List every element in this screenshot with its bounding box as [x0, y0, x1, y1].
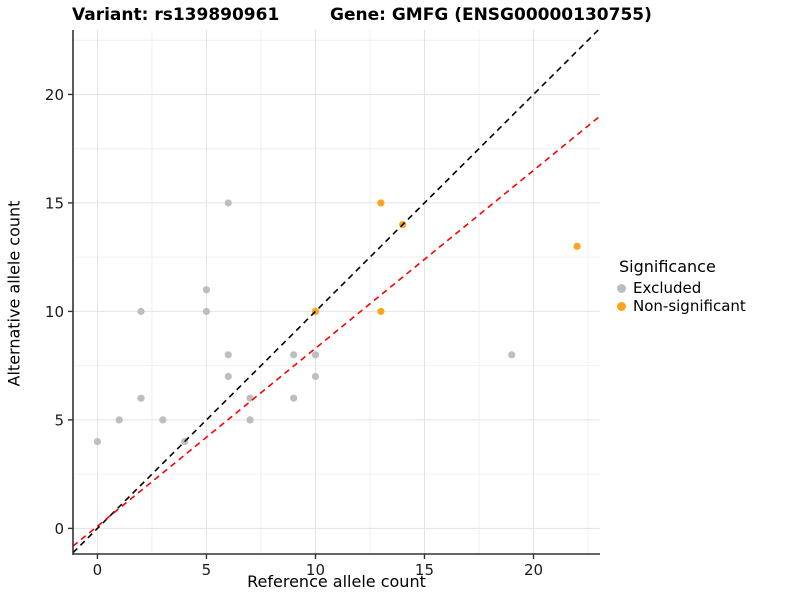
data-point-excluded [93, 438, 102, 446]
x-tick-label: 0 [93, 561, 103, 579]
x-tick-label: 20 [524, 561, 543, 579]
data-point-non-significant [377, 307, 385, 316]
data-point-non-significant [573, 242, 581, 250]
non-significant-dot-icon [617, 301, 626, 311]
data-point-excluded [311, 372, 320, 381]
x-tick-label: 5 [202, 561, 212, 579]
data-point-excluded [115, 416, 123, 424]
data-point-excluded [202, 307, 211, 316]
x-tick-label: 10 [306, 561, 325, 579]
y-tick-label: 0 [54, 520, 64, 538]
legend-title: Significance [619, 257, 716, 276]
legend-item-non-significant: Non-significant [612, 297, 746, 315]
y-axis-title: Alternative allele count [4, 200, 24, 387]
excluded-dot-icon [617, 283, 626, 293]
data-point-excluded [311, 351, 320, 359]
fit-line [72, 115, 601, 547]
data-point-excluded [290, 394, 298, 402]
data-point-excluded [137, 307, 145, 316]
data-point-excluded [224, 199, 232, 207]
data-point-excluded [137, 394, 145, 402]
data-point-excluded [202, 286, 211, 294]
data-point-excluded [290, 351, 298, 359]
legend-item-excluded: Excluded [612, 279, 746, 297]
gene-title: Gene: GMFG (ENSG00000130755) [330, 5, 652, 25]
data-point-excluded [224, 351, 232, 359]
data-point-excluded [159, 416, 167, 424]
variant-title: Variant: rs139890961 [72, 5, 280, 25]
x-axis-title: Reference allele count [247, 572, 426, 591]
y-tick-label: 15 [45, 194, 64, 212]
legend: Significance Excluded Non-significant [612, 257, 746, 315]
y-tick-label: 20 [45, 86, 64, 104]
y-tick-label: 10 [45, 303, 64, 321]
data-point-excluded [508, 351, 516, 359]
legend-item-label: Non-significant [633, 297, 746, 315]
x-tick-label: 15 [415, 561, 434, 579]
identity-line [72, 29, 599, 554]
data-point-non-significant [377, 199, 385, 207]
data-point-excluded [246, 394, 254, 402]
legend-item-label: Excluded [633, 279, 702, 297]
data-point-excluded [224, 372, 232, 381]
y-tick-label: 5 [54, 411, 64, 429]
data-point-excluded [246, 416, 254, 424]
